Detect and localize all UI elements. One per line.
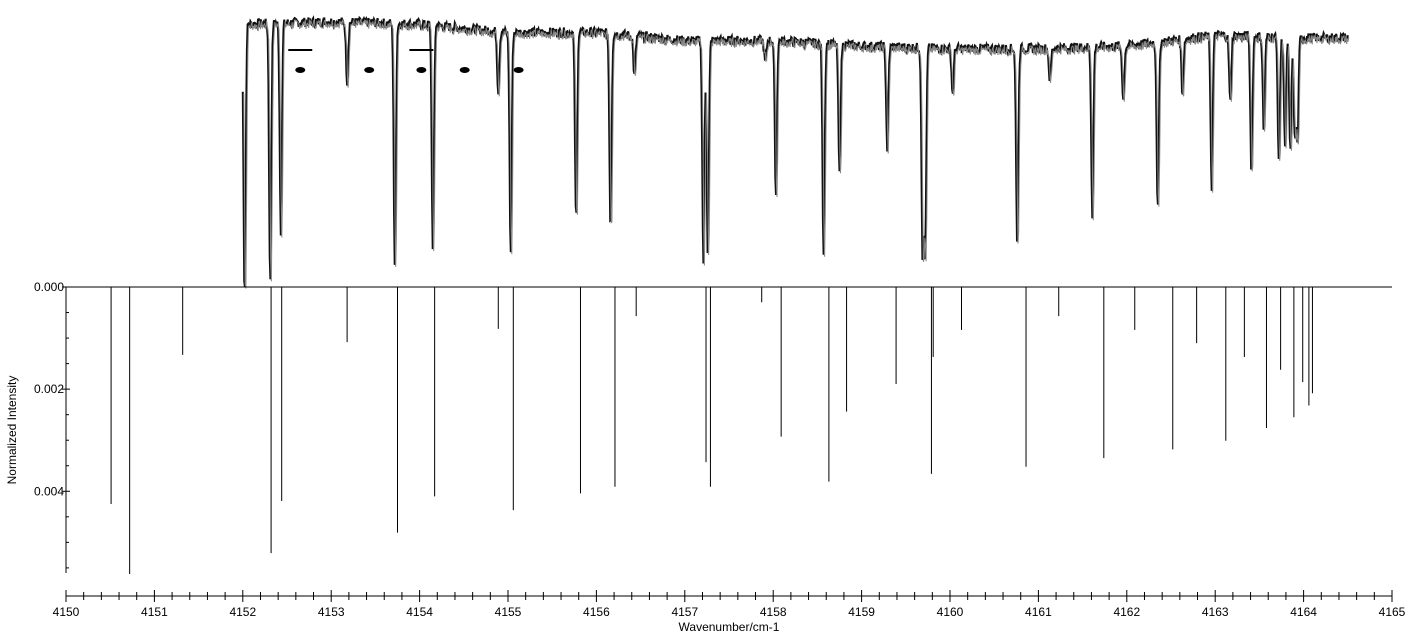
x-tick-label: 4164: [1290, 605, 1317, 619]
x-tick-label: 4150: [53, 605, 80, 619]
x-tick-label: 4157: [671, 605, 698, 619]
x-tick-label: 4160: [937, 605, 964, 619]
marker-dot: [364, 67, 375, 73]
x-tick-label: 4154: [406, 605, 433, 619]
y-tick-label: 0.002: [34, 382, 64, 396]
x-tick-label: 4155: [495, 605, 522, 619]
marker-group: [288, 49, 524, 73]
x-tick-label: 4165: [1379, 605, 1406, 619]
x-tick-label: 4158: [760, 605, 787, 619]
observed-spectrum: [241, 15, 1350, 289]
observed-spectrum-shadow: [243, 18, 1350, 289]
x-tick-label: 4162: [1113, 605, 1140, 619]
y-tick-label: 0.000: [34, 280, 64, 294]
axes: 4150 4151 4152 4153 4154 4155 4156 4157 4158 4159…: [34, 280, 1406, 619]
marker-dot: [295, 67, 306, 73]
x-tick-label: 4159: [848, 605, 875, 619]
simulated-stick-spectrum: [110, 287, 1313, 575]
x-axis-title: Wavenumber/cm-1: [679, 620, 780, 634]
x-tick-label: 4151: [141, 605, 168, 619]
marker-dot: [459, 67, 470, 73]
x-tick-label: 4153: [318, 605, 345, 619]
marker-dot: [513, 67, 524, 73]
x-tick-label: 4156: [583, 605, 610, 619]
x-tick-label: 4161: [1025, 605, 1052, 619]
marker-dot: [416, 67, 427, 73]
y-axis-title: Normalized Intensity: [5, 376, 19, 485]
y-tick-label: 0.004: [34, 484, 64, 498]
x-tick-label: 4163: [1202, 605, 1229, 619]
x-tick-label: 4152: [229, 605, 256, 619]
